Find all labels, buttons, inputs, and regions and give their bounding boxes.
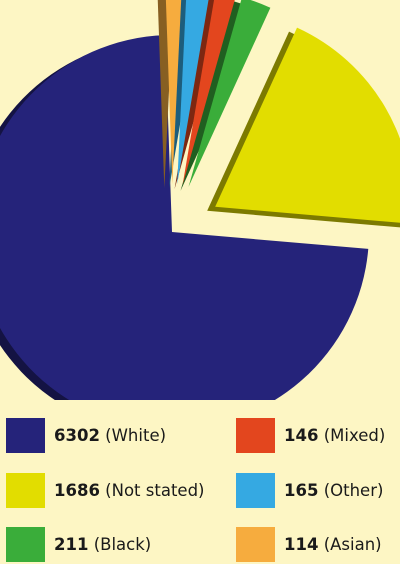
legend-label-black: 211 (Black) xyxy=(54,535,151,554)
legend-swatch-mixed xyxy=(236,417,275,453)
legend-swatch-asian xyxy=(236,526,275,562)
legend-value-not-stated: 1686 xyxy=(54,480,100,500)
legend-swatch-black xyxy=(6,526,45,562)
pie-slice-asian xyxy=(165,0,182,185)
legend-value-asian: 114 xyxy=(284,534,319,554)
legend-label-other: 165 (Other) xyxy=(284,481,383,500)
legend-label-asian: 114 (Asian) xyxy=(284,535,382,554)
legend-value-other: 165 xyxy=(284,480,319,500)
legend-item-asian: 114 (Asian) xyxy=(236,524,382,564)
legend-category-white: (White) xyxy=(99,425,167,445)
legend-value-mixed: 146 xyxy=(284,425,319,445)
legend-category-mixed: (Mixed) xyxy=(318,425,386,445)
legend-item-mixed: 146 (Mixed) xyxy=(236,415,385,455)
legend-swatch-other xyxy=(236,472,275,508)
pie-slice-not-stated xyxy=(215,27,400,223)
legend-item-not-stated: 1686 (Not stated) xyxy=(6,470,204,510)
legend-category-not-stated: (Not stated) xyxy=(99,480,205,500)
legend-value-black: 211 xyxy=(54,534,89,554)
legend-category-black: (Black) xyxy=(88,534,152,554)
legend-value-white: 6302 xyxy=(54,425,100,445)
legend-swatch-not-stated xyxy=(6,472,45,508)
legend-item-white: 6302 (White) xyxy=(6,415,166,455)
legend-category-other: (Other) xyxy=(318,480,384,500)
pie-slice-mixed xyxy=(182,0,235,186)
pie-slice-other xyxy=(177,0,209,185)
pie-slice-white xyxy=(0,35,369,400)
legend-category-asian: (Asian) xyxy=(318,534,382,554)
legend-label-white: 6302 (White) xyxy=(54,426,166,445)
pie-slice-black xyxy=(188,0,271,187)
legend-label-not-stated: 1686 (Not stated) xyxy=(54,481,204,500)
legend-label-mixed: 146 (Mixed) xyxy=(284,426,385,445)
legend-item-black: 211 (Black) xyxy=(6,524,151,564)
pie-chart xyxy=(0,0,400,400)
legend-item-other: 165 (Other) xyxy=(236,470,383,510)
pie-chart-svg xyxy=(0,0,400,400)
legend-swatch-white xyxy=(6,417,45,453)
